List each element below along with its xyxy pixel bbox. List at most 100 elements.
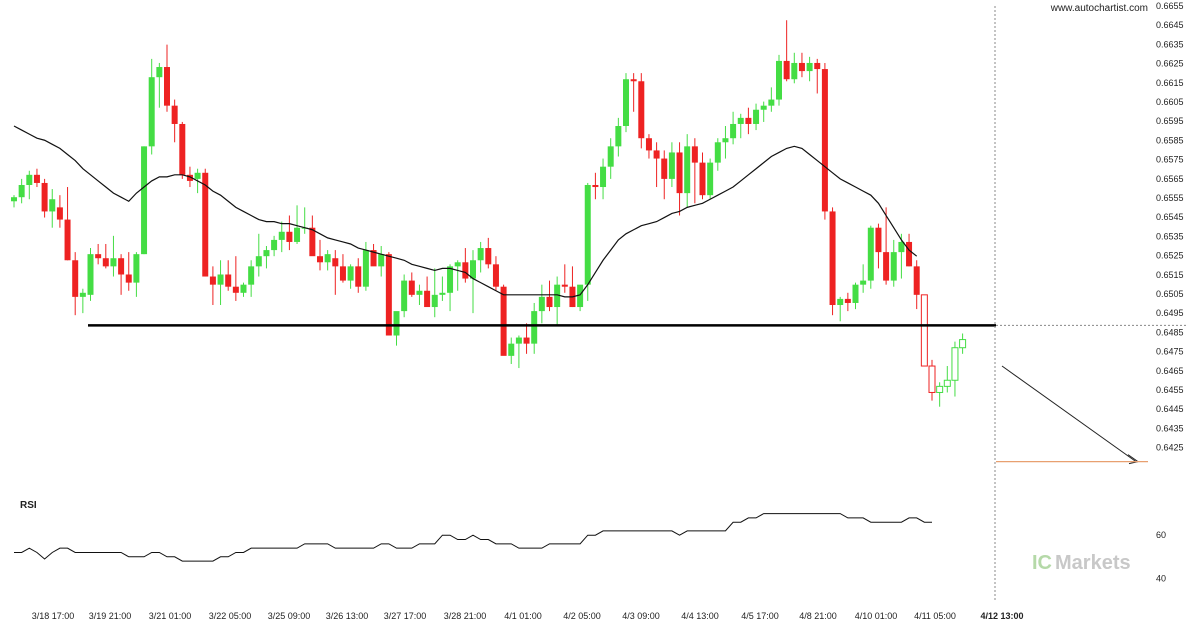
candle-body bbox=[477, 248, 484, 261]
candle-body bbox=[875, 227, 882, 253]
candle-body bbox=[852, 284, 859, 303]
price-tick-label: 0.6655 bbox=[1156, 1, 1184, 11]
time-tick-label: 3/21 01:00 bbox=[149, 611, 192, 621]
time-tick-label: 3/26 13:00 bbox=[326, 611, 369, 621]
price-tick-label: 0.6545 bbox=[1156, 212, 1184, 222]
candle-body bbox=[814, 62, 821, 70]
time-tick-label: 4/11 05:00 bbox=[914, 611, 956, 621]
candle-body bbox=[424, 290, 431, 308]
price-tick-label: 0.6435 bbox=[1156, 423, 1184, 433]
time-tick-label: 4/4 13:00 bbox=[681, 611, 719, 621]
candle-body bbox=[72, 260, 79, 297]
price-tick-label: 0.6425 bbox=[1156, 443, 1184, 453]
time-axis: 3/18 17:00 3/19 21:00 3/21 01:00 3/22 05:00… bbox=[32, 611, 1024, 621]
price-tick-label: 0.6515 bbox=[1156, 270, 1184, 280]
candle-body bbox=[102, 258, 109, 267]
candle-body bbox=[829, 211, 836, 306]
candle-body bbox=[844, 298, 851, 303]
projection-arrow bbox=[1001, 365, 1137, 463]
candle-body bbox=[79, 292, 86, 297]
candle-body bbox=[209, 276, 216, 285]
candle-body bbox=[470, 260, 476, 279]
candle-body bbox=[600, 166, 607, 188]
candle-body bbox=[561, 284, 568, 287]
candle-body bbox=[920, 294, 928, 367]
source-watermark: www.autochartist.com bbox=[1050, 3, 1148, 14]
candle-body bbox=[240, 284, 247, 293]
candle-body bbox=[753, 109, 760, 124]
candle-body bbox=[653, 150, 660, 159]
pattern-overlays bbox=[88, 6, 1186, 600]
candle-body bbox=[936, 385, 944, 393]
candle-body bbox=[447, 266, 454, 293]
time-tick-label: 3/19 21:00 bbox=[89, 611, 132, 621]
candle-body bbox=[217, 274, 224, 285]
price-tick-label: 0.6575 bbox=[1156, 155, 1184, 165]
candle-body bbox=[485, 248, 492, 265]
price-tick-label: 0.6535 bbox=[1156, 231, 1184, 241]
candle-body bbox=[943, 379, 951, 387]
candle-body bbox=[171, 105, 178, 124]
price-tick-label: 0.6495 bbox=[1156, 308, 1184, 318]
price-tick-label: 0.6625 bbox=[1156, 59, 1184, 69]
candle-body bbox=[776, 60, 782, 100]
candle-body bbox=[906, 241, 913, 267]
candle-body bbox=[554, 284, 561, 308]
candle-body bbox=[232, 286, 239, 293]
candle-body bbox=[26, 174, 33, 185]
candle-body bbox=[148, 77, 155, 147]
candle-body bbox=[607, 146, 614, 167]
candle-body bbox=[798, 62, 805, 72]
time-tick-label: 4/1 01:00 bbox=[504, 611, 542, 621]
candle-body bbox=[255, 256, 262, 267]
candle-body bbox=[722, 138, 729, 143]
candle-body bbox=[538, 296, 545, 312]
candle-body bbox=[454, 262, 461, 267]
candle-body bbox=[592, 184, 599, 188]
time-tick-label: 4/5 17:00 bbox=[741, 611, 779, 621]
candle-body bbox=[676, 152, 683, 194]
rsi-line bbox=[14, 513, 932, 562]
candle-body bbox=[492, 264, 499, 287]
candle-body bbox=[860, 280, 867, 285]
candle-body bbox=[347, 266, 354, 281]
candle-body bbox=[623, 79, 629, 127]
price-tick-label: 0.6445 bbox=[1156, 404, 1184, 414]
candle-body bbox=[959, 339, 967, 349]
candle-body bbox=[110, 258, 117, 267]
price-tick-label: 0.6465 bbox=[1156, 366, 1184, 376]
candle-body bbox=[317, 256, 323, 263]
candle-body bbox=[699, 162, 706, 196]
candle-body bbox=[684, 146, 691, 194]
candle-body bbox=[286, 231, 293, 242]
candle-body bbox=[362, 250, 369, 287]
candle-body bbox=[133, 254, 140, 283]
candle-body bbox=[355, 266, 362, 287]
candle-body bbox=[271, 239, 278, 251]
candle-body bbox=[370, 250, 377, 267]
candle-body bbox=[668, 152, 675, 179]
price-tick-label: 0.6645 bbox=[1156, 20, 1184, 30]
time-tick-label: 3/27 17:00 bbox=[384, 611, 427, 621]
rsi-panel: 60 40 bbox=[14, 513, 1166, 583]
candle-body bbox=[951, 347, 959, 381]
price-axis: 0.6655 0.6645 0.6635 0.6625 0.6615 0.6605 0.65… bbox=[1156, 1, 1184, 453]
candle-body bbox=[645, 138, 652, 151]
price-tick-label: 0.6635 bbox=[1156, 39, 1184, 49]
candle-body bbox=[806, 62, 813, 72]
price-tick-label: 0.6605 bbox=[1156, 97, 1184, 107]
candle-body bbox=[707, 162, 714, 196]
candle-body bbox=[791, 62, 798, 80]
time-tick-label: 4/12 13:00 bbox=[980, 611, 1023, 621]
moving-average-line bbox=[13, 125, 918, 298]
candle-body bbox=[56, 207, 63, 220]
time-tick-label: 3/28 21:00 bbox=[444, 611, 487, 621]
candle-body bbox=[125, 274, 132, 283]
candle-body bbox=[309, 227, 316, 257]
candle-body bbox=[408, 280, 415, 295]
candle-body bbox=[118, 258, 125, 275]
candle-body bbox=[33, 174, 40, 183]
time-tick-label: 4/8 21:00 bbox=[799, 611, 837, 621]
candle-body bbox=[837, 298, 844, 306]
